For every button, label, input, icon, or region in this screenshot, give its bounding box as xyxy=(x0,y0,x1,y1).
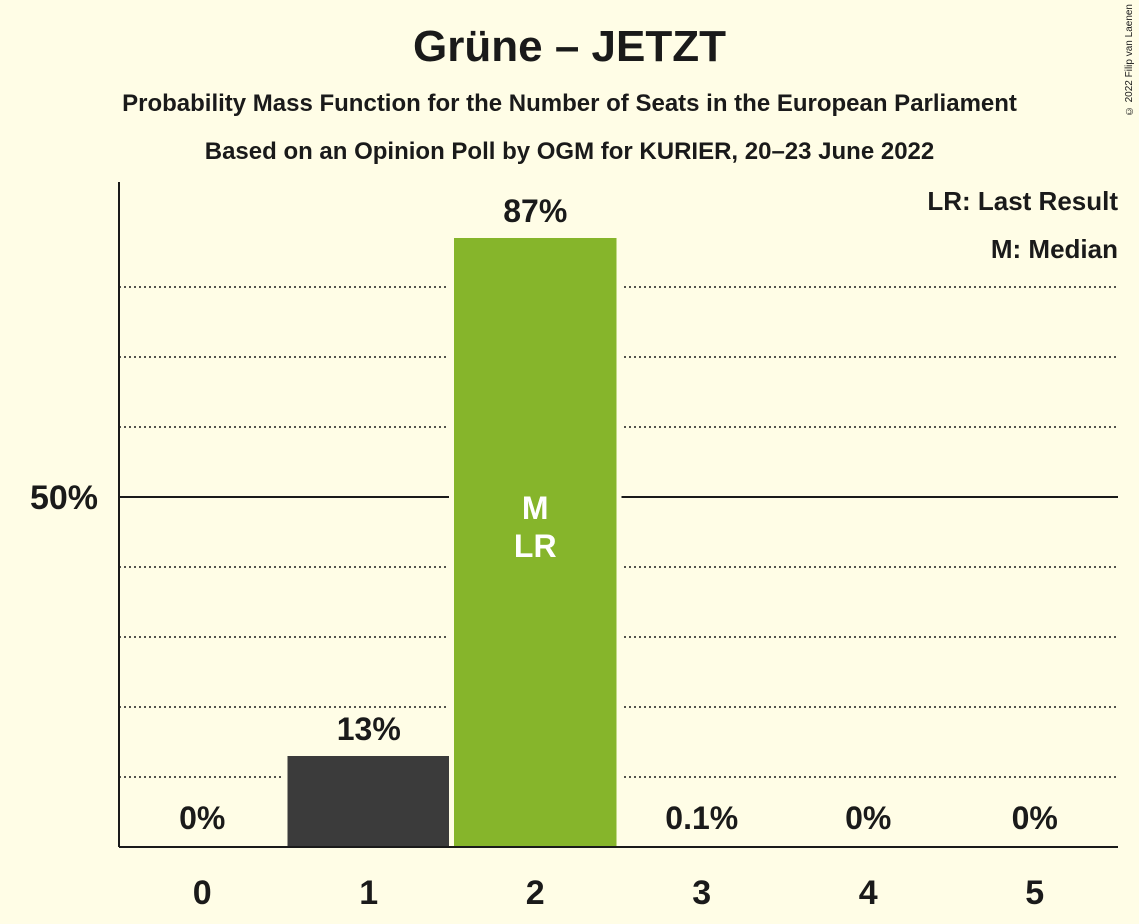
bar-marker-lr: LR xyxy=(514,528,557,564)
labels: 50% 0% 0 13% 1 87% 2 MLR 0.1% 3 0% 4 0% 5 xyxy=(30,193,1058,912)
chart-source: Based on an Opinion Poll by OGM for KURI… xyxy=(204,138,935,165)
y-tick-label: 50% xyxy=(30,479,98,517)
value-label-0: 0% xyxy=(179,800,225,836)
x-tick-label-2: 2 xyxy=(526,874,545,912)
legend-last-result: LR: Last Result xyxy=(927,186,1118,216)
bar-1 xyxy=(287,756,450,847)
bar-2 xyxy=(454,238,617,847)
bar-marker-m: M xyxy=(522,490,549,526)
x-tick-label-5: 5 xyxy=(1025,874,1044,912)
value-label-3: 0.1% xyxy=(665,800,738,836)
x-tick-label-0: 0 xyxy=(193,874,212,912)
bars xyxy=(282,236,622,847)
value-label-2: 87% xyxy=(503,193,567,229)
value-label-1: 13% xyxy=(337,711,401,747)
legend-median: M: Median xyxy=(991,234,1118,264)
x-tick-label-3: 3 xyxy=(692,874,711,912)
x-tick-label-4: 4 xyxy=(859,874,878,912)
chart-title: Grüne – JETZT xyxy=(413,22,726,71)
value-label-4: 0% xyxy=(845,800,891,836)
value-label-5: 0% xyxy=(1012,800,1058,836)
chart-subtitle: Probability Mass Function for the Number… xyxy=(122,90,1017,117)
x-tick-label-1: 1 xyxy=(359,874,378,912)
